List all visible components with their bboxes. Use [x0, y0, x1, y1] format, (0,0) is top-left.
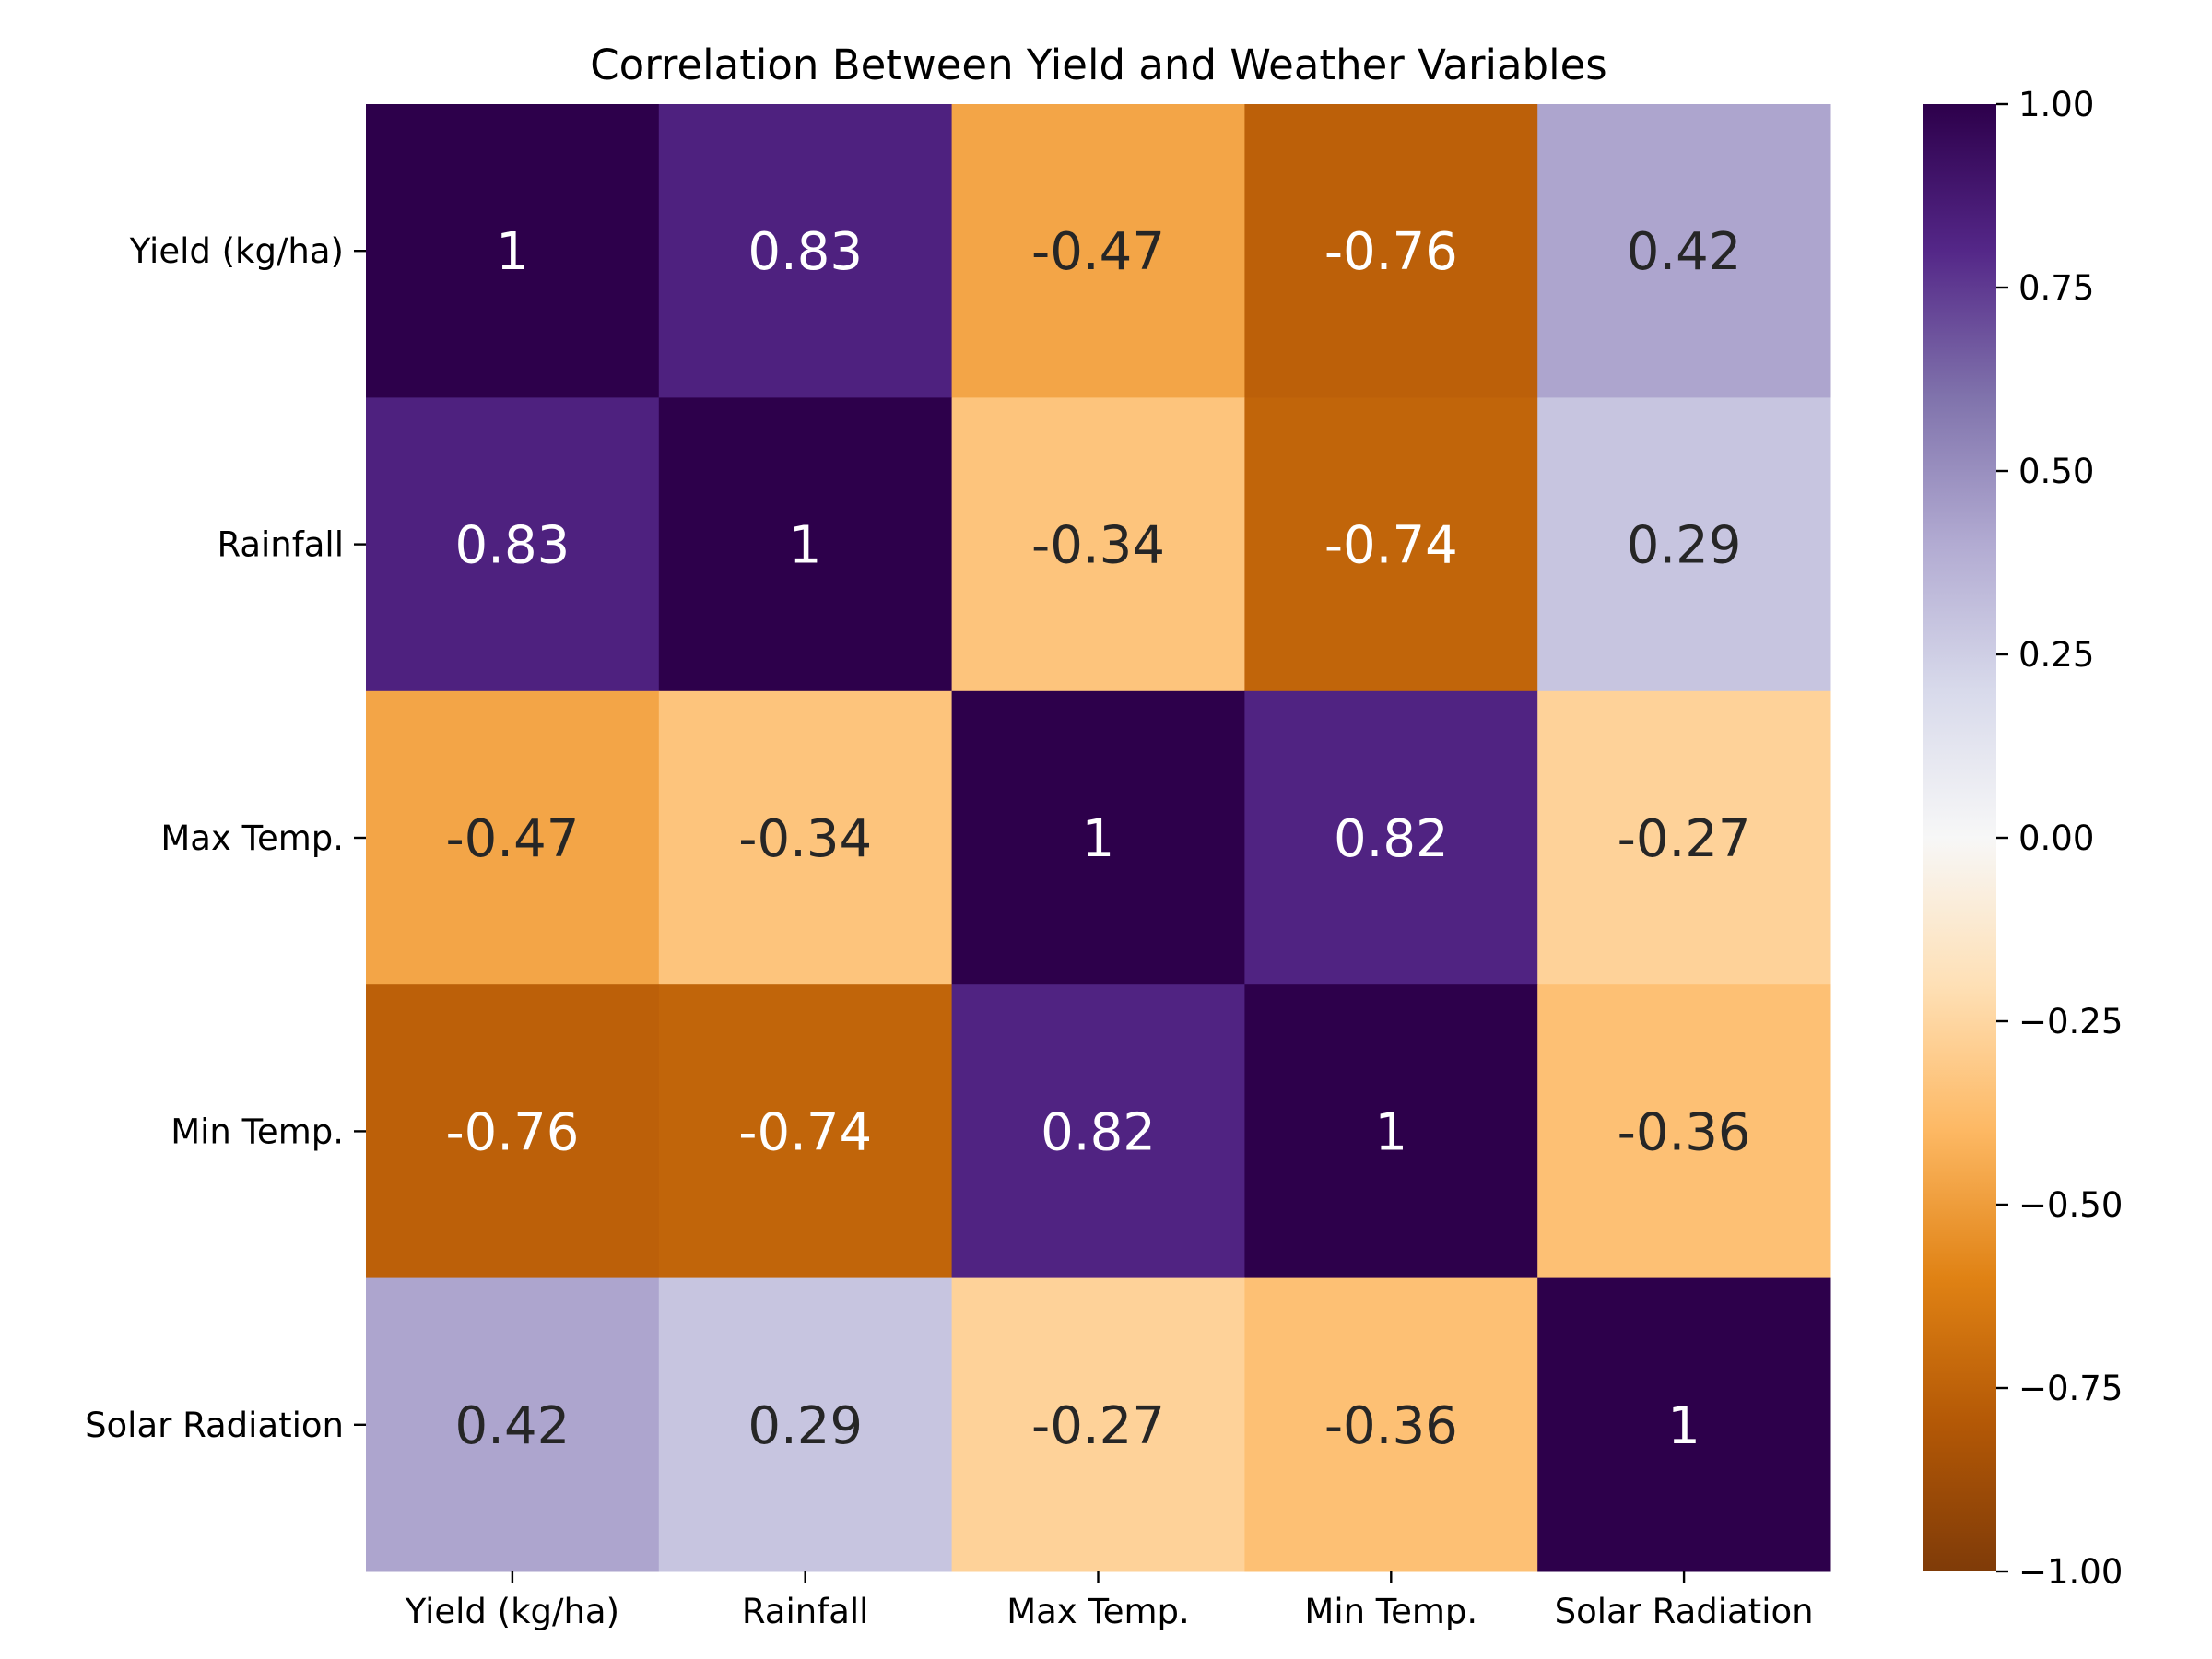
y-tick-label: Max Temp. [160, 818, 344, 858]
cell-value-label: -0.76 [445, 1102, 579, 1162]
colorbar-tick-label: −0.75 [2018, 1369, 2123, 1408]
cell-value-label: -0.76 [1324, 222, 1458, 282]
y-tick-label: Rainfall [217, 525, 344, 565]
cell-value-label: -0.74 [1324, 516, 1458, 576]
colorbar: 1.00 0.75 0.50 0.25 0.00 −0.25 −0.50 −0.75 −1.00 [1923, 85, 2123, 1592]
cell-value-label: -0.47 [1031, 222, 1165, 282]
colorbar-tick-label: 0.00 [2018, 818, 2094, 858]
colorbar-tick-label: −1.00 [2018, 1552, 2123, 1592]
x-tick-label: Min Temp. [1304, 1592, 1477, 1631]
cell-value-label: 0.83 [455, 516, 571, 576]
cell-value-label: -0.27 [1031, 1396, 1165, 1456]
x-tick-label: Max Temp. [1006, 1592, 1190, 1631]
colorbar-tick-label: 0.75 [2018, 268, 2094, 308]
x-tick-label: Yield (kg/ha) [405, 1592, 619, 1631]
cell-value-label: 0.42 [455, 1396, 571, 1456]
colorbar-tick-label: 1.00 [2018, 85, 2094, 124]
cell-value-label: -0.36 [1324, 1396, 1458, 1456]
cell-value-label: -0.34 [1031, 516, 1165, 576]
cell-value-label: 0.29 [747, 1396, 863, 1456]
cell-value-label: -0.27 [1618, 809, 1751, 869]
cell-value-label: 1 [1374, 1102, 1407, 1162]
colorbar-tick-label: −0.50 [2018, 1185, 2123, 1225]
cell-value-label: 1 [1667, 1396, 1700, 1456]
y-tick-label: Min Temp. [171, 1112, 344, 1151]
cell-value-label: 0.42 [1627, 222, 1742, 282]
x-tick-label: Rainfall [742, 1592, 869, 1631]
colorbar-tick-label: −0.25 [2018, 1002, 2123, 1041]
cell-value-label: 1 [789, 516, 822, 576]
colorbar-tick-label: 0.25 [2018, 635, 2094, 675]
cell-value-label: -0.36 [1618, 1102, 1751, 1162]
x-axis-ticks: Yield (kg/ha) Rainfall Max Temp. Min Temp. S… [405, 1571, 1814, 1631]
cell-value-label: 0.82 [1041, 1102, 1156, 1162]
cell-value-label: -0.34 [738, 809, 872, 869]
y-tick-label: Yield (kg/ha) [129, 231, 344, 271]
cell-value-label: 0.83 [747, 222, 863, 282]
cell-value-label: 1 [1082, 809, 1115, 869]
x-tick-label: Solar Radiation [1555, 1592, 1814, 1631]
cell-value-label: 1 [496, 222, 529, 282]
cell-value-label: -0.47 [445, 809, 579, 869]
colorbar-tick-label: 0.50 [2018, 452, 2094, 491]
y-tick-label: Solar Radiation [85, 1406, 344, 1445]
colorbar-gradient [1923, 104, 1996, 1571]
chart-title: Correlation Between Yield and Weather Va… [590, 41, 1606, 89]
cell-value-label: -0.74 [738, 1102, 872, 1162]
cell-value-label: 0.29 [1627, 516, 1742, 576]
cell-value-label: 0.82 [1334, 809, 1449, 869]
y-axis-ticks: Yield (kg/ha) Rainfall Max Temp. Min Temp. S… [85, 231, 366, 1445]
